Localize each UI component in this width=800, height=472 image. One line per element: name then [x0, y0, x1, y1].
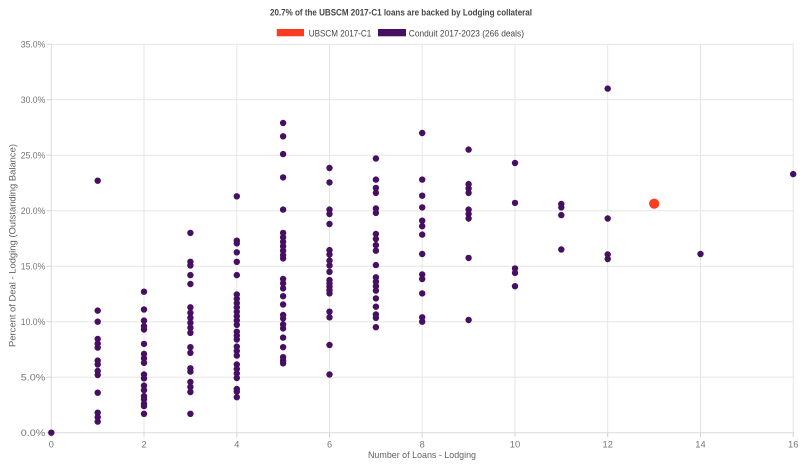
- svg-text:20.0%: 20.0%: [21, 206, 46, 216]
- svg-text:4: 4: [234, 440, 239, 450]
- svg-text:2: 2: [141, 440, 146, 450]
- svg-text:Percent of Deal - Lodging (Out: Percent of Deal - Lodging (Outstanding B…: [7, 144, 17, 347]
- svg-text:Number of Loans - Lodging: Number of Loans - Lodging: [368, 450, 476, 460]
- svg-text:8: 8: [420, 440, 425, 450]
- svg-text:14: 14: [695, 440, 705, 450]
- svg-text:30.0%: 30.0%: [21, 95, 46, 105]
- svg-text:Conduit 2017-2023 (266 deals): Conduit 2017-2023 (266 deals): [409, 29, 524, 39]
- svg-text:10.0%: 10.0%: [21, 317, 46, 327]
- svg-text:5.0%: 5.0%: [21, 372, 46, 382]
- svg-text:0: 0: [49, 440, 54, 450]
- svg-text:16: 16: [788, 440, 798, 450]
- svg-text:6: 6: [327, 440, 332, 450]
- svg-text:10: 10: [510, 440, 520, 450]
- svg-text:20.7% of the UBSCM 2017-C1 loa: 20.7% of the UBSCM 2017-C1 loans are bac…: [270, 7, 532, 17]
- svg-text:15.0%: 15.0%: [21, 261, 46, 271]
- svg-text:0.0%: 0.0%: [21, 428, 46, 438]
- svg-text:UBSCM 2017-C1: UBSCM 2017-C1: [309, 29, 371, 39]
- svg-text:35.0%: 35.0%: [21, 39, 46, 49]
- svg-text:12: 12: [603, 440, 613, 450]
- svg-text:25.0%: 25.0%: [21, 150, 46, 160]
